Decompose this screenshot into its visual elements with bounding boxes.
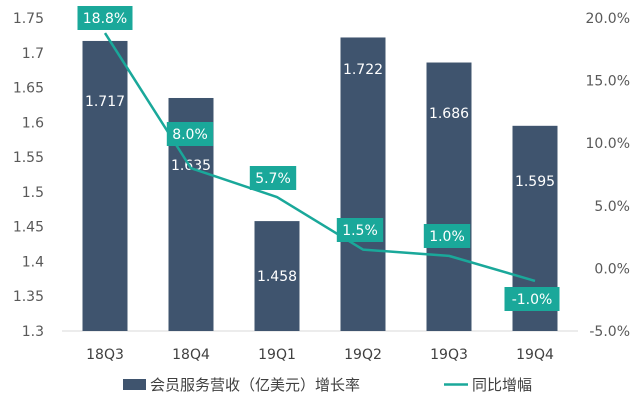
line-value-labels: 18.8% 8.0% 5.7% 1.5% 1.0% -1.0%: [77, 6, 560, 311]
left-tick-label: 1.75: [13, 11, 44, 27]
line-label-box: [336, 218, 384, 242]
right-tick-label: 15.0%: [586, 74, 630, 90]
category-label: 19Q2: [344, 347, 382, 363]
category-labels: 18Q3 18Q4 19Q1 19Q2 19Q3 19Q4: [86, 347, 554, 363]
bar-value-label: 1.595: [515, 174, 555, 190]
bar-19Q2: [340, 37, 386, 331]
line-value-label: 5.7%: [255, 171, 291, 187]
left-tick-label: 1.5: [22, 185, 44, 201]
line-label-box: [504, 287, 560, 311]
left-tick-label: 1.65: [13, 81, 44, 97]
left-tick-label: 1.4: [22, 254, 44, 270]
right-axis-ticks: -5.0% 0.0% 5.0% 10.0% 15.0% 20.0%: [586, 11, 630, 340]
legend-label-line: 同比增幅: [472, 376, 532, 394]
bar-value-label: 1.458: [257, 269, 297, 285]
right-tick-label: 0.0%: [594, 261, 630, 277]
left-tick-label: 1.45: [13, 220, 44, 236]
right-tick-label: 20.0%: [586, 11, 630, 27]
bar-19Q1: [254, 221, 300, 331]
left-tick-label: 1.35: [13, 289, 44, 305]
legend-label-bar: 会员服务营收（亿美元）增长率: [150, 376, 360, 394]
category-label: 19Q4: [516, 347, 554, 363]
left-tick-label: 1.3: [22, 324, 44, 340]
bar-18Q3: [82, 40, 128, 331]
bar-value-label: 1.717: [85, 94, 125, 110]
category-label: 19Q3: [430, 347, 468, 363]
line-value-label: 8.0%: [172, 127, 208, 143]
line-value-label: 1.5%: [342, 223, 378, 239]
category-label: 18Q4: [172, 347, 210, 363]
left-tick-label: 1.7: [22, 46, 44, 62]
line-label-box: [249, 166, 297, 190]
line-value-label: 1.0%: [429, 229, 465, 245]
legend: 会员服务营收（亿美元）增长率 同比增幅: [123, 376, 532, 394]
bar-value-label: 1.686: [429, 106, 469, 122]
line-value-label: -1.0%: [512, 292, 553, 308]
left-tick-label: 1.55: [13, 150, 44, 166]
right-tick-label: 5.0%: [594, 199, 630, 215]
category-label: 18Q3: [86, 347, 124, 363]
bar-series: [82, 37, 558, 331]
category-label: 19Q1: [258, 347, 296, 363]
right-tick-label: -5.0%: [589, 324, 630, 340]
line-label-box: [77, 6, 133, 30]
bar-value-label: 1.722: [343, 62, 383, 78]
line-label-box: [423, 224, 471, 248]
right-tick-label: 10.0%: [586, 136, 630, 152]
left-tick-label: 1.6: [22, 115, 44, 131]
line-label-box: [166, 122, 214, 146]
legend-swatch-bar: [123, 379, 146, 390]
line-value-label: 18.8%: [83, 11, 127, 27]
bar-19Q3: [426, 62, 472, 331]
left-axis-ticks: 1.3 1.35 1.4 1.45 1.5 1.55 1.6 1.65 1.7 1.75: [13, 11, 44, 340]
